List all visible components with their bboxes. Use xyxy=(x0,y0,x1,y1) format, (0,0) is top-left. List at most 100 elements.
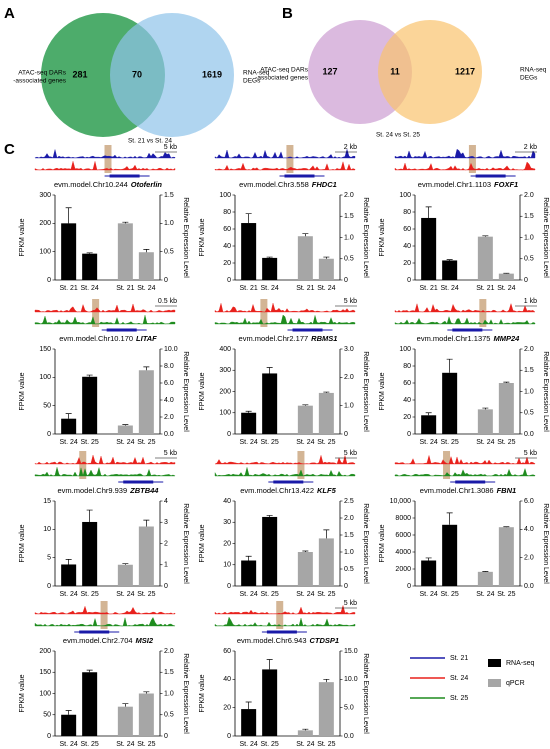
error-bar xyxy=(245,213,252,224)
x-tick-label: St. 24 xyxy=(116,591,134,598)
x-tick-label: St. 25 xyxy=(137,591,155,598)
y-tick-label: 30 xyxy=(223,519,231,526)
error-bar xyxy=(65,559,72,565)
peak-highlight xyxy=(100,601,108,629)
y-tick-label: 0 xyxy=(227,733,231,740)
bar xyxy=(241,560,257,586)
y2-tick-label: 2.5 xyxy=(344,498,354,505)
error-bar xyxy=(482,235,489,237)
y-tick-label: 50 xyxy=(43,403,51,410)
peak-highlight xyxy=(297,451,305,479)
y2-tick-label: 0.0 xyxy=(344,733,354,740)
gene-exon xyxy=(266,630,297,634)
y2-tick-label: 6.0 xyxy=(164,380,174,387)
panel-letter: C xyxy=(4,141,15,158)
y2-tick-label: 1.0 xyxy=(164,220,174,227)
bar xyxy=(241,709,257,736)
venn-count: 281 xyxy=(72,69,87,79)
y2-axis-label: Relative Expression Level xyxy=(362,197,369,278)
x-tick-label: St. 24 xyxy=(116,741,134,748)
scale-label: 2 kb xyxy=(344,144,357,151)
error-bar xyxy=(65,207,72,224)
y2-tick-label: 4.0 xyxy=(164,397,174,404)
y2-tick-label: 1.0 xyxy=(524,388,534,395)
y2-tick-label: 0.0 xyxy=(524,431,534,438)
y2-tick-label: 0 xyxy=(524,277,528,284)
bar xyxy=(262,669,278,736)
x-tick-label: St. 24 xyxy=(420,591,438,598)
bar xyxy=(61,223,77,280)
venn-label: RNA-seq xyxy=(520,67,547,74)
model-id: evm.model.Chr13.422 xyxy=(240,486,314,495)
signal-track xyxy=(34,605,176,615)
x-tick-label: St. 24 xyxy=(296,591,314,598)
bar xyxy=(297,730,313,736)
y-tick-label: 6000 xyxy=(395,532,411,539)
x-tick-label: St. 24 xyxy=(81,285,99,292)
error-bar xyxy=(482,407,489,410)
y2-tick-label: 2.0 xyxy=(524,555,534,562)
x-tick-label: St. 24 xyxy=(317,285,335,292)
y-tick-label: 0 xyxy=(407,583,411,590)
y2-axis-label: Relative Expression Level xyxy=(362,503,369,584)
y-axis-label: FPKM value xyxy=(19,524,26,562)
y-tick-label: 20 xyxy=(223,260,231,267)
bar xyxy=(117,223,133,280)
bar xyxy=(241,412,257,434)
y-tick-label: 100 xyxy=(39,249,51,256)
model-id: evm.model.Chr3.558 xyxy=(239,180,309,189)
bar xyxy=(138,526,154,586)
venn-circle xyxy=(110,13,234,137)
y2-tick-label: 0 xyxy=(344,583,348,590)
y-tick-label: 100 xyxy=(39,374,51,381)
error-bar xyxy=(425,206,432,218)
scale-label: 2 kb xyxy=(524,144,537,151)
signal-track xyxy=(34,149,176,159)
bar xyxy=(262,257,278,280)
panel-letter: B xyxy=(282,5,293,22)
x-tick-label: St. 21 xyxy=(296,285,314,292)
venn-label: -associated genes xyxy=(255,75,309,82)
y-tick-label: 0 xyxy=(47,277,51,284)
y2-tick-label: 1.0 xyxy=(164,690,174,697)
y-tick-label: 10 xyxy=(223,562,231,569)
x-tick-label: St. 25 xyxy=(137,439,155,446)
y-tick-label: 40 xyxy=(223,243,231,250)
model-id: evm.model.Chr10.244 xyxy=(54,180,128,189)
scale-label: 1 kb xyxy=(524,298,537,305)
error-bar xyxy=(323,529,330,539)
y2-tick-label: 1.5 xyxy=(524,213,534,220)
bar xyxy=(61,714,77,736)
legend-label: qPCR xyxy=(506,680,525,687)
y2-tick-label: 1.0 xyxy=(344,234,354,241)
venn-caption: St. 24 vs St. 25 xyxy=(376,132,420,139)
error-bar xyxy=(143,249,150,253)
y-tick-label: 0 xyxy=(227,277,231,284)
error-bar xyxy=(122,563,129,565)
x-tick-label: St. 21 xyxy=(476,285,494,292)
x-tick-label: St. 24 xyxy=(240,741,258,748)
error-bar xyxy=(143,366,150,371)
y-tick-label: 0 xyxy=(407,277,411,284)
x-tick-label: St. 24 xyxy=(60,439,78,446)
error-bar xyxy=(323,256,330,259)
peak-highlight xyxy=(479,299,487,327)
bar xyxy=(297,236,313,280)
gene-exon xyxy=(284,174,315,178)
y-tick-label: 150 xyxy=(39,669,51,676)
y2-tick-label: 8.0 xyxy=(164,363,174,370)
y-tick-label: 100 xyxy=(39,690,51,697)
bar xyxy=(138,693,154,736)
y-tick-label: 200 xyxy=(39,648,51,655)
y2-tick-label: 0 xyxy=(344,431,348,438)
signal-track xyxy=(34,315,176,325)
y2-axis-label: Relative Expression Level xyxy=(542,197,549,278)
y2-axis-label: Relative Expression Level xyxy=(182,503,189,584)
x-tick-label: St. 25 xyxy=(261,439,279,446)
signal-track xyxy=(34,454,176,465)
gene-exon xyxy=(273,480,304,484)
bar xyxy=(442,524,458,586)
scale-label: 5 kb xyxy=(344,450,357,457)
error-bar xyxy=(143,691,150,694)
y2-tick-label: 3.0 xyxy=(344,346,354,353)
